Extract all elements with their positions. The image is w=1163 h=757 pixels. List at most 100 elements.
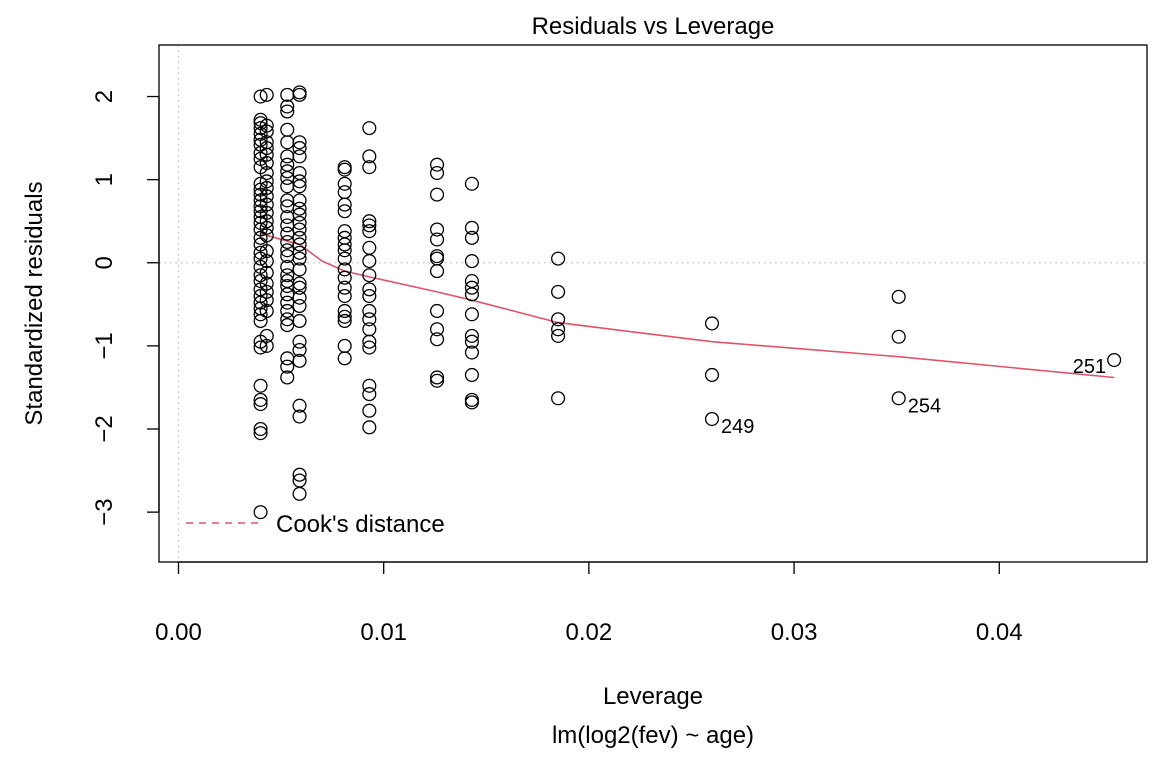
data-point xyxy=(259,228,274,243)
data-point xyxy=(253,230,268,245)
data-point xyxy=(292,149,307,164)
y-axis: −3 −2 −1 0 1 2 xyxy=(91,90,160,526)
smooth-line xyxy=(260,232,1115,379)
data-point xyxy=(362,303,377,319)
data-point xyxy=(253,505,268,520)
data-point xyxy=(362,312,377,327)
data-point xyxy=(292,409,307,424)
model-formula-subtitle: lm(log2(fev) ~ age) xyxy=(552,722,754,749)
data-point xyxy=(280,135,295,150)
y-tick-label: −1 xyxy=(91,332,118,359)
smooth-line-layer xyxy=(260,232,1115,379)
data-point xyxy=(464,176,479,191)
data-point xyxy=(292,251,307,266)
data-point xyxy=(337,280,352,295)
data-point xyxy=(292,215,307,230)
data-point xyxy=(551,322,566,337)
y-tick-label: −3 xyxy=(91,498,118,525)
data-point xyxy=(292,174,307,189)
data-point xyxy=(362,160,377,175)
data-point xyxy=(429,264,445,279)
data-point xyxy=(280,226,295,241)
data-point xyxy=(292,280,307,295)
data-point xyxy=(337,162,352,177)
data-point xyxy=(362,268,377,283)
data-point xyxy=(362,378,377,393)
data-point xyxy=(362,149,377,164)
data-point xyxy=(292,276,307,291)
data-point xyxy=(292,230,307,245)
data-point xyxy=(337,243,352,258)
data-point xyxy=(429,303,445,319)
data-point xyxy=(292,334,307,349)
data-point xyxy=(253,421,268,437)
data-point xyxy=(337,303,352,319)
data-point xyxy=(292,342,307,358)
data-point xyxy=(259,265,274,280)
data-point xyxy=(280,318,295,333)
data-point xyxy=(337,338,352,353)
data-point xyxy=(362,387,377,402)
x-axis-label: Leverage xyxy=(603,683,703,710)
point-label-249: 249 xyxy=(721,416,754,438)
data-point xyxy=(259,338,274,353)
chart-title: Residuals vs Leverage xyxy=(532,13,775,40)
data-point xyxy=(551,312,566,327)
data-point xyxy=(891,329,906,344)
y-axis-label: Standardized residuals xyxy=(21,181,48,425)
data-point xyxy=(259,276,274,291)
data-point xyxy=(259,197,274,212)
data-point xyxy=(259,205,274,220)
data-point xyxy=(259,220,274,235)
data-point xyxy=(337,185,352,200)
data-point xyxy=(429,332,445,347)
data-point xyxy=(429,222,445,237)
data-point xyxy=(429,373,445,388)
x-tick-label: 0.00 xyxy=(155,619,202,646)
data-point xyxy=(704,316,720,331)
data-point xyxy=(464,307,479,322)
data-point xyxy=(337,351,352,366)
y-tick-label: 0 xyxy=(91,256,118,269)
data-point xyxy=(429,322,445,337)
data-point xyxy=(259,180,274,196)
data-point xyxy=(1107,352,1122,368)
data-point xyxy=(362,340,377,355)
data-point xyxy=(429,370,445,385)
data-point xyxy=(464,287,479,302)
data-point xyxy=(429,232,445,247)
x-tick-label: 0.04 xyxy=(976,619,1023,646)
data-point xyxy=(253,426,268,441)
x-tick-label: 0.01 xyxy=(360,619,407,646)
data-point xyxy=(259,165,274,181)
legend-label-cooks-distance: Cook's distance xyxy=(276,511,445,538)
data-point xyxy=(280,104,295,119)
data-point xyxy=(292,207,307,222)
data-point xyxy=(259,244,274,259)
data-point xyxy=(292,179,307,194)
point-label-254: 254 xyxy=(908,395,941,417)
reference-lines xyxy=(159,45,1147,562)
data-point xyxy=(362,420,377,435)
data-point xyxy=(259,189,274,204)
data-point xyxy=(259,293,274,308)
x-tick-label: 0.02 xyxy=(566,619,613,646)
data-point xyxy=(253,313,268,329)
y-tick-label: −2 xyxy=(91,415,118,442)
point-labels-layer: 249 254 251 xyxy=(721,356,1106,438)
data-point xyxy=(464,328,479,343)
data-point xyxy=(280,359,295,374)
data-point xyxy=(292,398,307,413)
data-point xyxy=(704,411,720,427)
data-point xyxy=(280,122,295,137)
data-point xyxy=(362,322,377,337)
data-point xyxy=(337,197,352,212)
plot-frame xyxy=(158,44,1148,563)
data-point xyxy=(292,467,307,482)
data-point xyxy=(280,370,295,385)
data-point xyxy=(280,268,295,283)
data-point xyxy=(464,395,479,410)
data-point xyxy=(292,87,307,102)
